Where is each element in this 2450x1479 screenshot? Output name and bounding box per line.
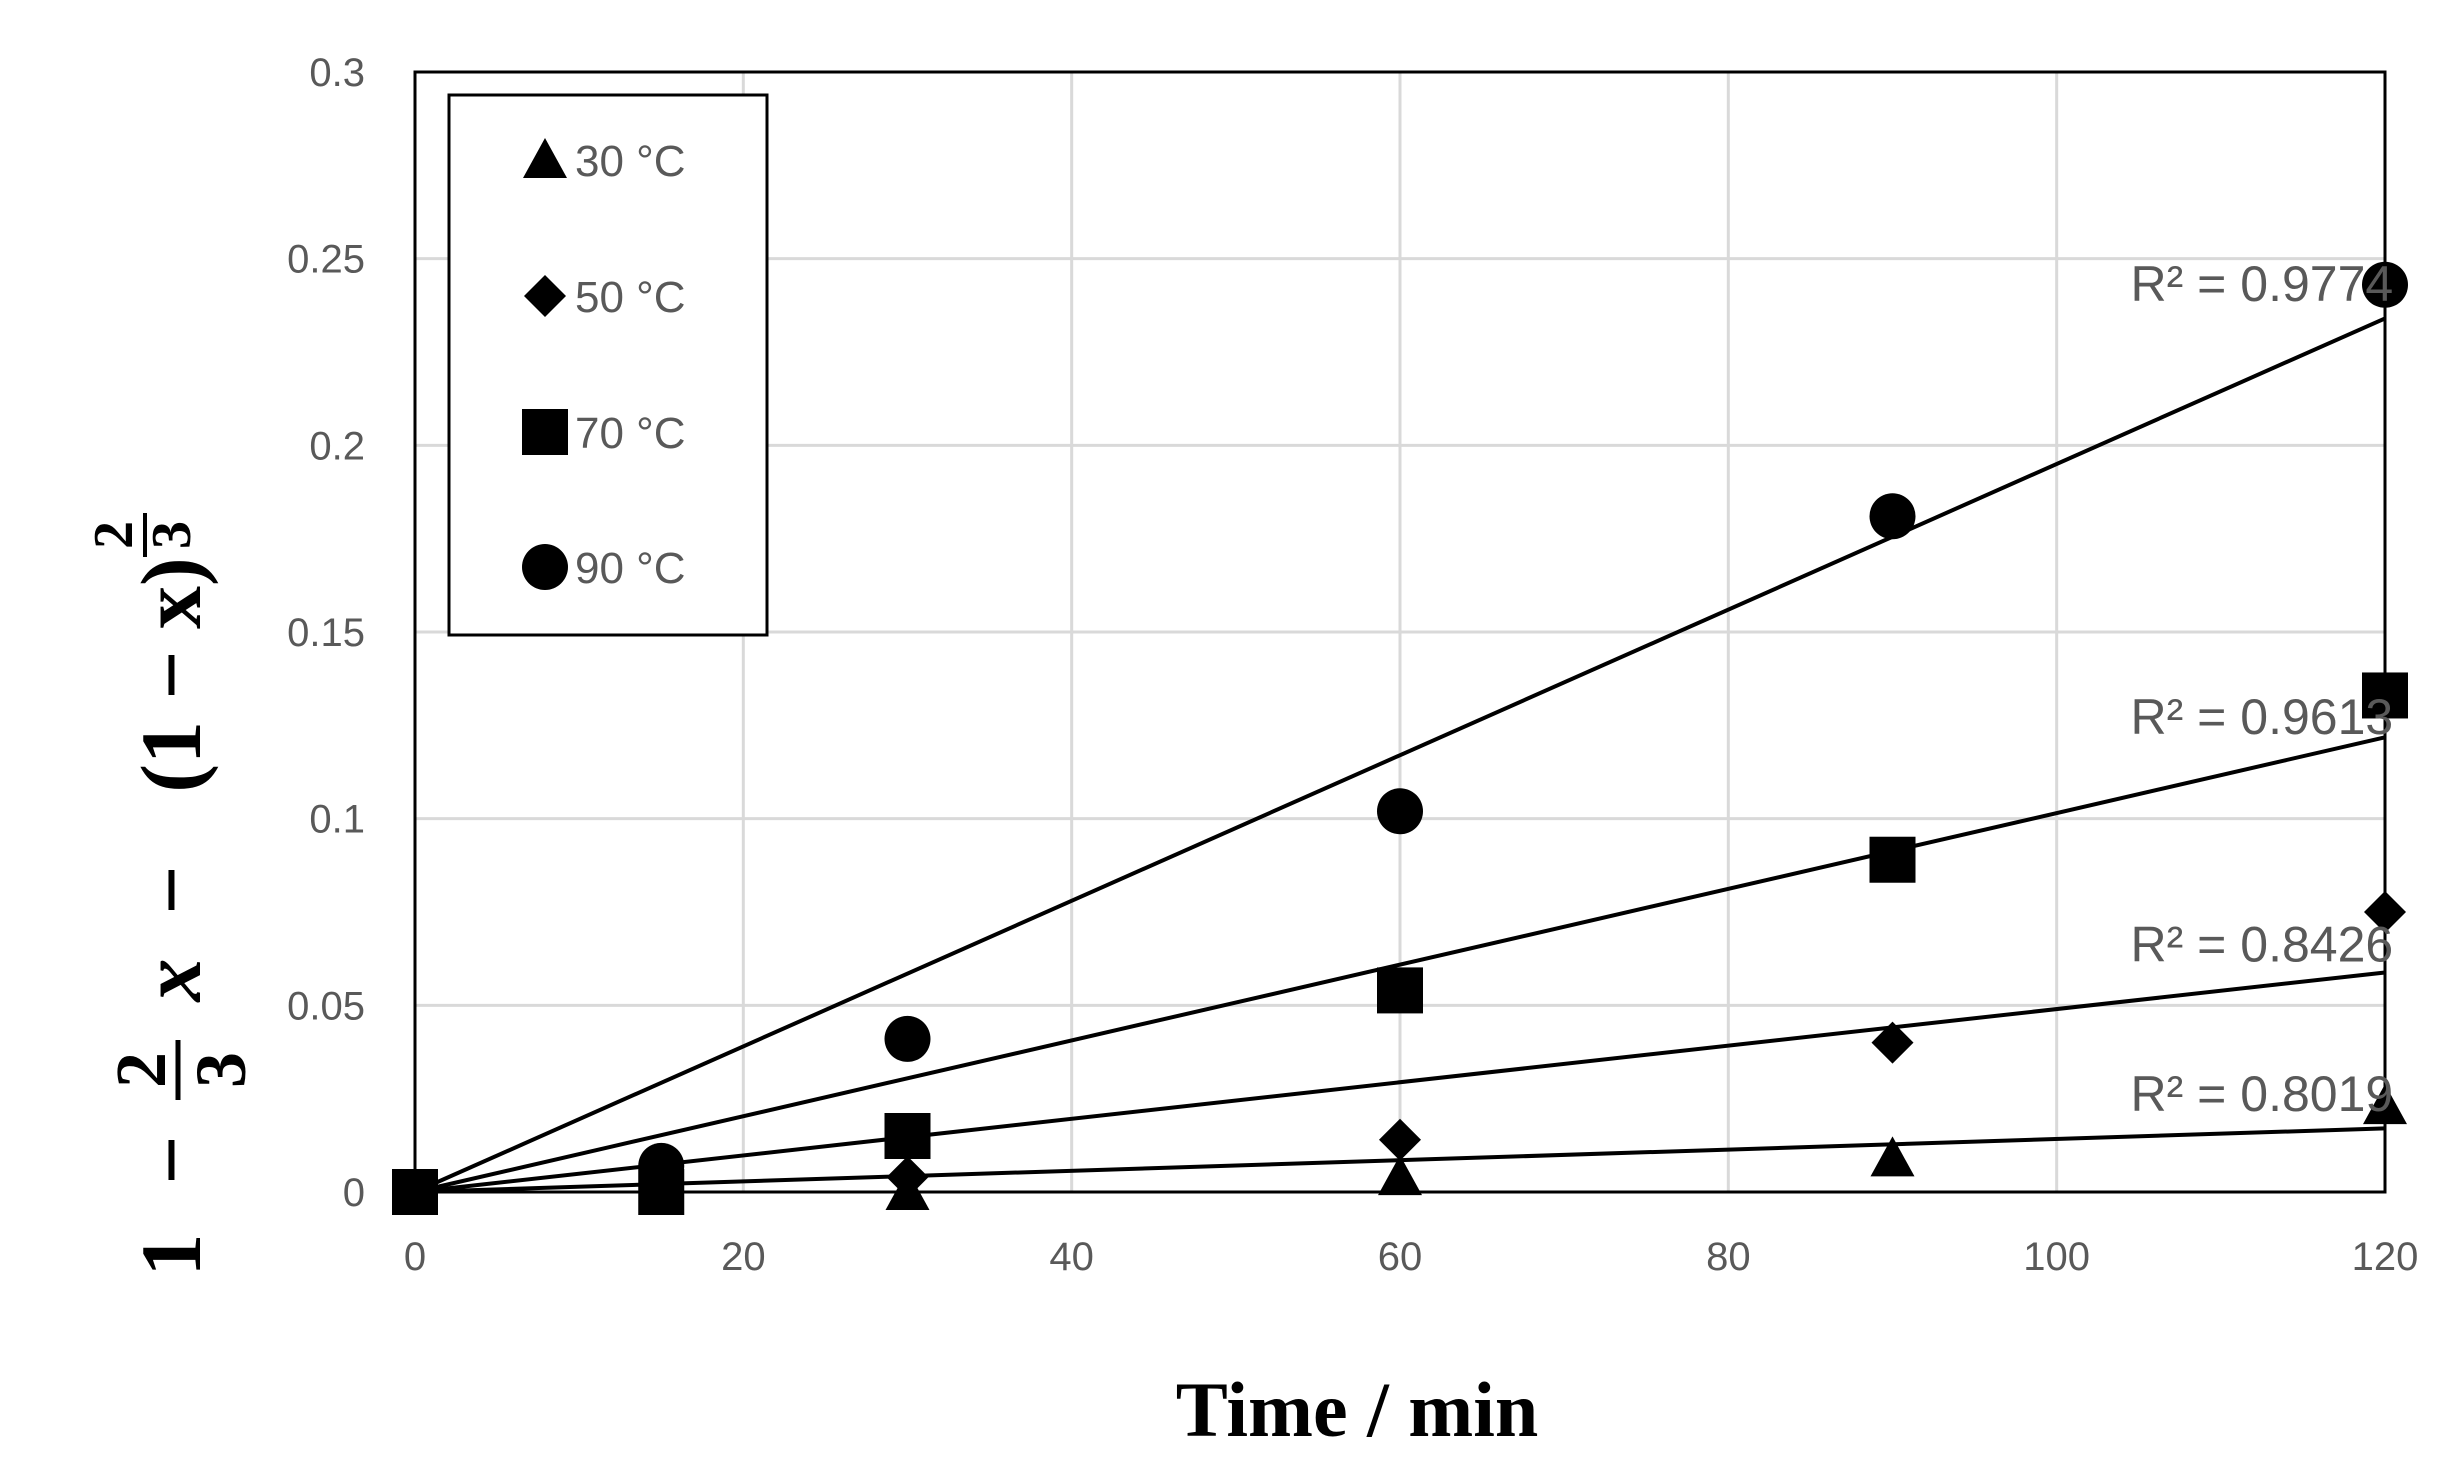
ylabel-minus-2: −	[123, 865, 219, 914]
data-point-square	[884, 1113, 931, 1159]
r2-label: R² = 0.9774	[2131, 256, 2394, 312]
x-tick-label: 40	[1049, 1235, 1094, 1279]
ylabel-paren: (1 − x)	[123, 557, 219, 792]
data-point-diamond	[1379, 1118, 1421, 1161]
legend-label: 90 °C	[575, 544, 686, 593]
legend: 30 °C 50 °C 70 °C 90 °C	[447, 93, 769, 637]
y-tick-label: 0.25	[287, 238, 365, 282]
r2-label: R² = 0.8426	[2131, 917, 2394, 973]
data-point-circle	[2362, 261, 2408, 308]
data-point-square	[1869, 836, 1916, 883]
legend-marker-circle	[522, 544, 568, 590]
legend-marker-square	[522, 409, 568, 455]
y-tick-label: 0	[343, 1171, 365, 1215]
ylabel-exp-denominator: 3	[141, 521, 203, 549]
legend-marker-diamond	[524, 275, 566, 317]
ylabel-frac-numerator: 2	[101, 1052, 181, 1088]
x-tick-label: 80	[1706, 1235, 1751, 1279]
r2-labels: R² = 0.8019 R² = 0.8426 R² = 0.9613 R² = 0.…	[2131, 256, 2394, 1122]
ylabel-exp-numerator: 2	[83, 521, 145, 549]
data-point-circle	[884, 1015, 931, 1062]
y-axis-label: 1 − 2 3 x − (1 − x) 2 3	[83, 513, 261, 1277]
x-tick-label: 120	[2352, 1235, 2419, 1279]
ylabel-minus-1: −	[123, 1135, 219, 1184]
trendline-diamond	[414, 970, 2386, 1194]
trendline-square	[414, 735, 2386, 1194]
y-tick-label: 0.05	[287, 984, 365, 1028]
data-point-triangle	[2363, 1084, 2407, 1125]
data-point-square	[2362, 672, 2408, 719]
ylabel-one: 1	[123, 1234, 219, 1277]
data-point-diamond	[2364, 891, 2406, 933]
data-point-diamond	[886, 1156, 929, 1199]
trendline-circle	[414, 316, 2386, 1194]
data-point-triangle	[1378, 1155, 1422, 1196]
legend-marker-triangle	[523, 138, 567, 178]
data-markers	[392, 261, 2408, 1215]
data-point-triangle	[1870, 1136, 1915, 1177]
data-point-circle	[392, 1169, 438, 1215]
y-tick-label: 0.3	[309, 51, 365, 95]
y-tick-label: 0.2	[309, 424, 365, 468]
x-tick-label: 100	[2023, 1235, 2090, 1279]
data-point-square	[1377, 967, 1423, 1014]
y-tick-label: 0.15	[287, 611, 365, 655]
data-point-circle	[638, 1142, 685, 1189]
data-point-circle	[1377, 788, 1423, 835]
r2-label: R² = 0.9613	[2131, 689, 2394, 745]
x-tick-label: 0	[404, 1235, 426, 1279]
legend-box	[447, 93, 769, 637]
x-axis-label: Time / min	[1176, 1366, 1539, 1453]
r2-label: R² = 0.8019	[2131, 1066, 2394, 1122]
legend-label: 50 °C	[575, 273, 686, 322]
x-tick-label: 20	[721, 1235, 766, 1279]
data-point-circle	[1869, 493, 1916, 540]
data-point-diamond	[1871, 1021, 1914, 1064]
ylabel-frac-denominator: 3	[181, 1052, 261, 1088]
y-axis: 0 0.05 0.1 0.15 0.2 0.25 0.3	[287, 51, 365, 1215]
y-tick-label: 0.1	[309, 798, 365, 842]
x-axis: 0 20 40 60 80 100 120	[404, 1235, 2419, 1279]
legend-label: 70 °C	[575, 409, 686, 458]
x-tick-label: 60	[1378, 1235, 1423, 1279]
ylabel-x: x	[123, 959, 219, 1004]
legend-label: 30 °C	[575, 137, 686, 186]
